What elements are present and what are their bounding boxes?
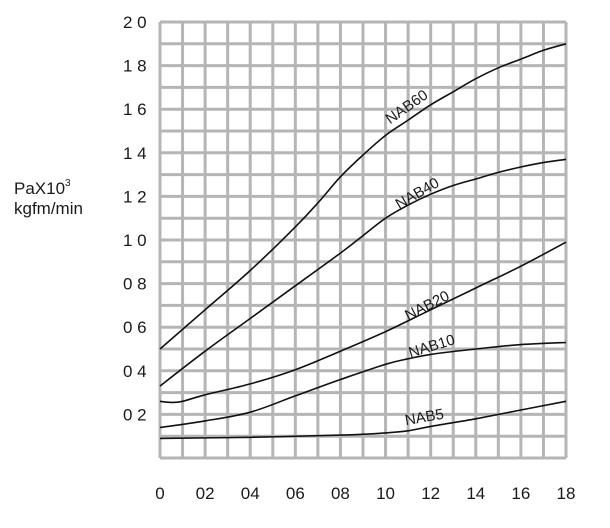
y-axis-label-line2: kgfm/min — [14, 199, 83, 218]
x-tick-label: 04 — [241, 484, 260, 503]
y-tick-label: 1 6 — [123, 100, 147, 119]
grid — [158, 20, 568, 460]
y-tick-label: 0 4 — [123, 362, 147, 381]
series-line-nab10 — [159, 341, 567, 429]
series-line-nab60 — [159, 43, 567, 350]
y-axis-label-superscript: 3 — [65, 178, 71, 189]
series-line-nab5 — [159, 400, 567, 440]
y-tick-label: 2 0 — [123, 13, 147, 32]
y-tick-label: 0 6 — [123, 318, 147, 337]
y-tick-label: 1 8 — [123, 57, 147, 76]
series-line-nab20 — [159, 241, 567, 404]
x-tick-label: 16 — [511, 484, 530, 503]
x-tick-label: 12 — [421, 484, 440, 503]
series-line-nab40 — [159, 158, 567, 387]
y-axis-label-line1: PaX103 — [14, 178, 71, 198]
x-tick-label: 10 — [376, 484, 395, 503]
x-tick-label: 08 — [331, 484, 350, 503]
series-label-nab40: NAB40 — [393, 174, 443, 212]
series-group — [159, 43, 567, 440]
x-tick-label: 02 — [196, 484, 215, 503]
y-tick-label: 0 8 — [123, 275, 147, 294]
x-tick-label: 0 — [155, 484, 164, 503]
x-tick-label: 14 — [466, 484, 485, 503]
y-tick-label: 1 2 — [123, 187, 147, 206]
y-tick-label: 1 4 — [123, 144, 147, 163]
x-tick-label: 06 — [286, 484, 305, 503]
x-tick-label: 18 — [557, 484, 576, 503]
y-tick-label: 1 0 — [123, 231, 147, 250]
x-axis-ticks: 0 02 04 06 08 10 12 14 16 18 — [155, 484, 575, 503]
series-label-nab20: NAB20 — [402, 287, 452, 324]
y-axis-ticks: 0 2 0 4 0 6 0 8 1 0 1 2 1 4 1 6 1 8 2 0 — [123, 13, 147, 424]
series-label-nab5: NAB5 — [404, 406, 446, 430]
y-tick-label: 0 2 — [123, 405, 147, 424]
